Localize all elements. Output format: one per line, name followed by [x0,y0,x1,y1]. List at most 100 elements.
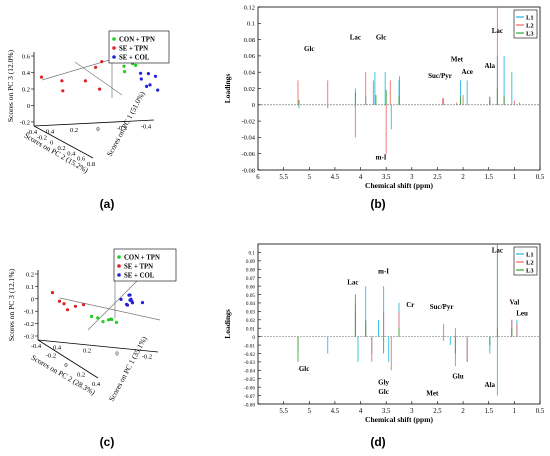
y-axis-title: Loadings [223,74,232,104]
data-point [130,301,135,305]
x-axis-title: Scores on PC 1 (35.1%) [107,334,149,402]
y-axis-title: Scores on PC 2 (15.2%) [23,131,91,175]
caption-a: (a) [100,197,115,211]
panel-a-3d-scatter: 0.60.40.20-0.20.80.60.40.20-0.2-0.4 0.4 0.… [6,30,170,175]
legend-label-1: L2 [526,22,534,29]
z-tick-label-1: 0.1 [26,284,34,291]
data-point [98,87,102,91]
y-tick-label: -0.05 [244,377,255,383]
x-tick-label: 5.5 [279,408,288,415]
x-tick-label: 1 [513,174,516,181]
z-tick-label-3: 0 [27,103,30,110]
y-tick-label: 0.02 [244,86,255,93]
legend-marker-1 [117,264,121,268]
y-tick-label-6: -0.4 [27,129,38,136]
x-tick-label-1: 0.2 [83,348,91,355]
x-tick-label-2: 0 [115,351,118,358]
z-tick-label-5: -0.3 [24,334,34,341]
y-axis-title: Loadings [223,309,232,339]
z-tick-label-4: -0.2 [20,120,30,127]
peak-annotation: Suc/Pyr [428,72,452,80]
peak-annotation: Met [451,56,464,64]
y-tick-label: -0.02 [241,118,255,125]
z-axis-title: Scores on PC 3 (12.0%) [6,49,15,122]
legend-marker-2 [112,55,116,59]
legend-marker-0 [117,255,121,259]
data-point [61,89,65,93]
y-tick-label: 0 [252,335,255,341]
y-tick-label-1: 0.6 [77,156,86,163]
y-tick-label: -0.02 [244,352,255,358]
x-tick-label: 1 [513,408,516,415]
x-tick-label: 3 [410,174,414,181]
data-point [156,88,160,92]
y-tick-label: 0.06 [246,284,255,290]
zero-plane-line-1 [87,277,141,331]
y-tick-label: 0.08 [244,37,255,44]
x-tick-label: 2 [461,408,465,415]
legend-label-0: L1 [526,14,534,21]
data-point [62,302,66,306]
z-tick-label-0: 0.2 [26,272,34,279]
y-tick-label-3: -0.2 [46,353,56,360]
data-point [110,317,114,322]
peak-annotation: Val [509,299,519,307]
y-tick-label: -0.03 [244,360,255,366]
y-tick-label-2: 0 [64,362,67,369]
data-point [140,301,145,305]
x-axis-line [37,339,159,353]
peak-annotation: Glc [378,388,389,396]
legend-label-0: CON + TPN [119,37,155,44]
y-tick-label: 0.1 [249,251,256,257]
x-tick-label-4: -0.4 [141,124,152,131]
legend-box [113,248,177,282]
x-tick-label-0: 0.4 [46,128,55,135]
legend-marker-2 [117,273,121,277]
legend-label-0: CON + TPN [124,255,160,262]
data-point [101,320,105,324]
y-tick-label: -0.06 [244,385,255,391]
panel-c-3d-scatter: 0.2 0.1 0 -0.1 -0.2 -0.3 0.4 0.2 0 -0.2 -0.4 0.4 0.2… [7,248,177,403]
peak-annotation: Glc [299,365,310,373]
data-point [57,299,62,303]
x-tick-label: 2.5 [433,408,442,415]
data-point [100,60,104,64]
x-tick-label: 4 [359,174,363,181]
y-tick-label: 0.04 [244,70,256,77]
z-tick-label-0: 0.6 [22,54,31,61]
peak-annotation: Lac [350,34,361,42]
data-point [60,79,64,83]
caption-b: (b) [370,197,385,211]
y-tick-label-1: 0.2 [77,372,85,379]
z-tick-label-4: -0.2 [24,321,34,328]
data-point [65,308,70,312]
x-tick-label-1: 0.2 [70,127,78,134]
peak-annotation: Glu [452,373,463,381]
z-tick-label-2: 0.2 [22,87,30,94]
y-tick-label-4: 0 [50,140,53,147]
data-point [148,83,152,87]
x-tick-label: 0.5 [536,408,545,415]
peak-annotation: Cr [406,301,414,309]
peak-annotation: Gly [378,379,389,387]
legend-marker-1 [112,46,116,50]
x-tick-label: 4 [359,408,363,415]
x-axis-title: Chemical shift (ppm) [365,181,433,190]
peak-annotation: Lac [347,278,358,286]
y-tick-label: -0.01 [244,343,255,349]
y-tick-label: -0.04 [244,369,255,375]
peak-annotation: m-I [378,268,389,276]
legend: CON + TPN SE + TPN SE + COL [108,30,170,64]
data-point [81,303,86,307]
legend-box [108,30,170,64]
data-point [127,293,131,297]
data-point [153,74,158,78]
x-tick-label: 1.5 [484,408,493,415]
peak-annotation: m-I [376,153,387,161]
zero-plane-line-0 [59,297,161,321]
data-point [146,72,150,76]
legend: CON + TPN SE + TPN SE + COL [113,248,177,282]
y-tick-label-0: 0.8 [87,161,95,168]
